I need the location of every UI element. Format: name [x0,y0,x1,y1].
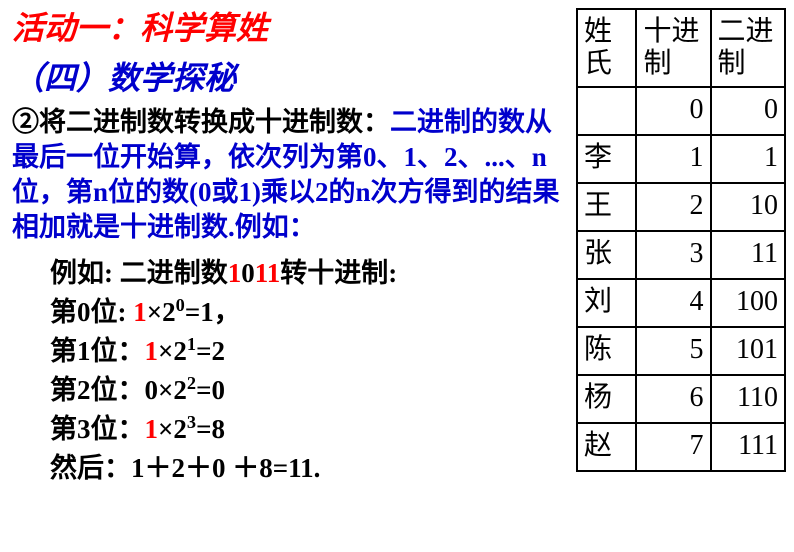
example-block: 例如: 二进制数1011转十进制: 第0位: 1×20=1， 第1位：1×21=… [12,254,572,489]
main-content: 活动一：科学算姓 （四）数学探秘 ②将二进制数转换成十进制数：二进制的数从最后一… [12,8,572,488]
example-intro: 例如: 二进制数1011转十进制: [50,254,572,293]
exponent: 0 [176,295,185,315]
cell-binary: 1 [711,135,785,183]
exponent: 2 [187,373,196,393]
cell-binary: 11 [711,231,785,279]
section-title: （四）数学探秘 [12,58,572,100]
text: ×2 [158,414,187,444]
digit-red: 1 [133,297,147,327]
cell-decimal: 1 [636,135,710,183]
header-surname: 姓氏 [577,9,636,87]
cell-surname: 赵 [577,423,636,471]
table-row: 王210 [577,183,785,231]
text: 第3位： [50,414,145,444]
conversion-table: 姓氏 十进制 二进制 00李11王210张311刘4100陈5101杨6110赵… [576,8,786,472]
cell-decimal: 2 [636,183,710,231]
text: ×2 [158,336,187,366]
table-row: 00 [577,87,785,135]
cell-surname: 王 [577,183,636,231]
cell-binary: 110 [711,375,785,423]
table-row: 张311 [577,231,785,279]
cell-surname: 李 [577,135,636,183]
digit: 0 [241,258,255,288]
cell-decimal: 0 [636,87,710,135]
description: ②将二进制数转换成十进制数：二进制的数从最后一位开始算，依次列为第0、1、2、.… [12,105,572,245]
text: =1， [185,297,241,327]
table-body: 00李11王210张311刘4100陈5101杨6110赵7111 [577,87,785,471]
text: =8 [196,414,225,444]
text: 第1位： [50,336,145,366]
text: =2 [196,336,225,366]
text: 转十进制: [280,258,397,288]
text: ×2 [147,297,176,327]
cell-surname [577,87,636,135]
digit-red: 1 [228,258,242,288]
text: 例如: 二进制数 [50,258,228,288]
cell-surname: 张 [577,231,636,279]
text: 第0位: [50,297,133,327]
digit-red: 1 [145,336,159,366]
table-row: 赵7111 [577,423,785,471]
bit-3-line: 第3位：1×23=8 [50,410,572,449]
exponent: 1 [187,334,196,354]
cell-binary: 111 [711,423,785,471]
cell-binary: 10 [711,183,785,231]
cell-surname: 杨 [577,375,636,423]
cell-binary: 101 [711,327,785,375]
activity-title: 活动一：科学算姓 [12,8,572,50]
digit-red: 11 [255,258,281,288]
desc-lead: ②将二进制数转换成十进制数： [12,107,390,137]
table-row: 刘4100 [577,279,785,327]
header-binary: 二进制 [711,9,785,87]
cell-decimal: 5 [636,327,710,375]
bit-1-line: 第1位：1×21=2 [50,332,572,371]
cell-binary: 100 [711,279,785,327]
bit-2-line: 第2位：0×22=0 [50,371,572,410]
table-header-row: 姓氏 十进制 二进制 [577,9,785,87]
bit-0-line: 第0位: 1×20=1， [50,293,572,332]
cell-decimal: 6 [636,375,710,423]
cell-binary: 0 [711,87,785,135]
text: 0×2 [145,375,187,405]
text: =0 [196,375,225,405]
cell-surname: 陈 [577,327,636,375]
table-row: 陈5101 [577,327,785,375]
table-row: 杨6110 [577,375,785,423]
text: 第2位： [50,375,145,405]
conversion-table-wrap: 姓氏 十进制 二进制 00李11王210张311刘4100陈5101杨6110赵… [576,8,786,472]
sum-line: 然后：1＋2＋0 ＋8=11. [50,449,572,488]
header-decimal: 十进制 [636,9,710,87]
exponent: 3 [187,412,196,432]
cell-decimal: 3 [636,231,710,279]
cell-surname: 刘 [577,279,636,327]
digit-red: 1 [145,414,159,444]
cell-decimal: 7 [636,423,710,471]
table-row: 李11 [577,135,785,183]
cell-decimal: 4 [636,279,710,327]
